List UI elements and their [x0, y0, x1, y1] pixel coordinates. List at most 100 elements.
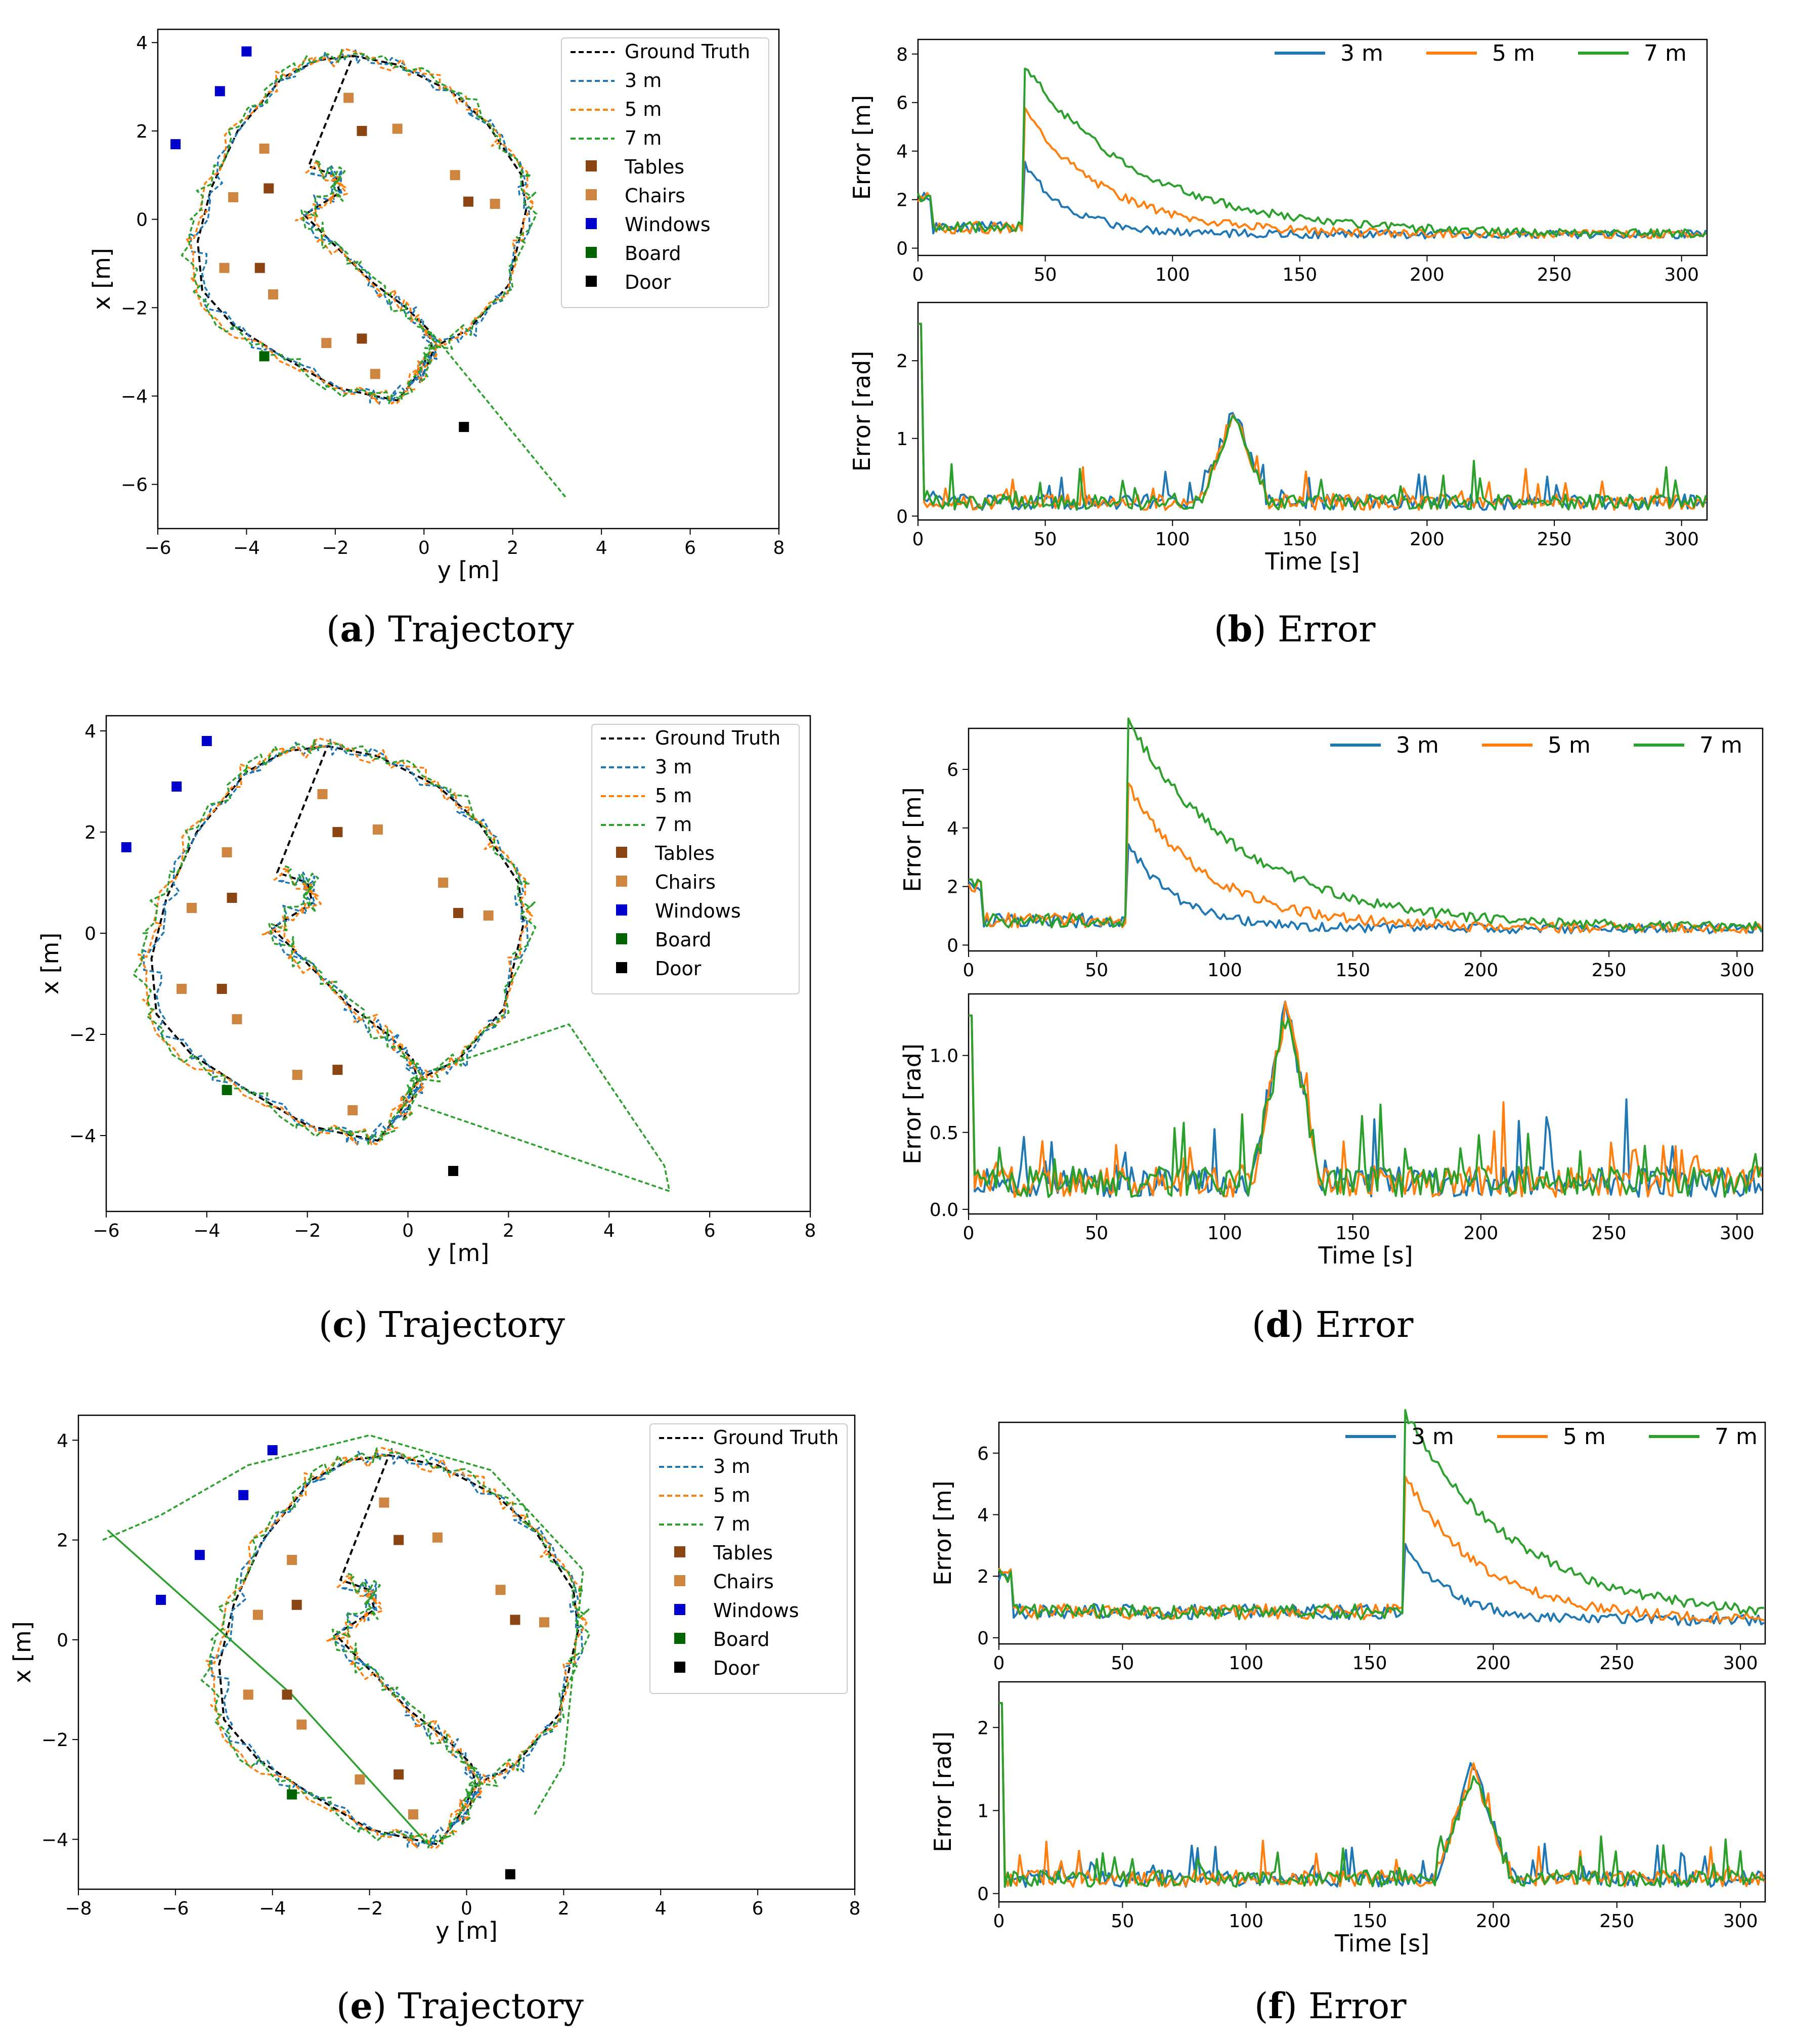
y-tick-label: 4 — [57, 1430, 68, 1451]
ground-truth-path — [196, 55, 527, 402]
landmark-chairs — [296, 1719, 307, 1730]
y-tick-label: −4 — [69, 1126, 96, 1147]
landmark-chairs — [372, 824, 383, 835]
legend-marker — [616, 933, 627, 944]
x-tick-label: 150 — [1352, 1653, 1387, 1674]
landmark-door — [448, 1166, 459, 1176]
estimate-path — [210, 1448, 583, 1849]
legend-label: 7 m — [1699, 732, 1742, 758]
legend-label: 7 m — [1644, 40, 1687, 66]
y-tick-label: 4 — [947, 818, 958, 839]
x-tick-label: 200 — [1410, 265, 1445, 285]
y-tick-label: −2 — [41, 1730, 68, 1751]
x-tick-label: 2 — [507, 538, 518, 558]
legend-box — [561, 37, 769, 308]
y-tick-label: −6 — [121, 475, 148, 496]
y-axis-label: Error [rad] — [899, 1043, 926, 1164]
x-tick-label: −4 — [193, 1221, 220, 1241]
y-tick-label: 2 — [947, 877, 958, 898]
legend-marker — [586, 247, 597, 258]
series-3m-line — [917, 160, 1707, 240]
landmark-windows — [171, 781, 182, 792]
y-tick-label: 8 — [896, 45, 908, 65]
y-tick-label: −4 — [121, 386, 148, 407]
svg-text:(c) Trajectory: (c) Trajectory — [319, 1303, 565, 1345]
x-axis-label: y [m] — [438, 556, 500, 584]
series-7m-line — [968, 717, 1763, 932]
x-tick-label: 0 — [912, 265, 924, 285]
x-tick-label: 100 — [1229, 1653, 1263, 1674]
caption-e-letter: e — [350, 1985, 373, 2027]
legend-marker — [674, 1662, 685, 1673]
landmark-tables — [332, 1065, 343, 1075]
y-axis-label: Error [m] — [899, 787, 926, 892]
x-tick-label: 0 — [912, 529, 924, 550]
legend-label: Chairs — [655, 871, 716, 893]
chart-c: −6 −4 −2 0 2 4 6 8 4 2 0 −2 −4 y [m] x [m] Ground Truth… — [36, 715, 816, 1267]
legend-label: Windows — [655, 900, 741, 922]
landmark-tables — [254, 263, 265, 273]
y-tick-label: 2 — [977, 1718, 989, 1738]
legend-label: Tables — [713, 1542, 773, 1564]
chart-b1: 0 50 100 150 200 250 300 0 2 4 6 8 Error [m] 3 m 5 m 7 … — [848, 38, 1708, 285]
x-tick-label: −2 — [322, 538, 348, 558]
y-tick-label: 2 — [896, 190, 908, 211]
landmark-tables — [291, 1599, 302, 1610]
x-tick-label: 200 — [1476, 1911, 1511, 1932]
y-tick-label: 6 — [896, 93, 908, 114]
estimate-inner-path — [331, 1579, 482, 1825]
landmark-chairs — [317, 789, 328, 799]
legend-label: 5 m — [655, 785, 692, 807]
legend-marker — [586, 160, 597, 171]
y-axis-label: Error [rad] — [929, 1731, 956, 1852]
caption-d: (d) Error — [1252, 1303, 1414, 1345]
plots-layer: −6 −4 −2 0 2 4 6 8 4 2 0 −2 −4 −6 y [m] x [m] Ground Tru… — [9, 28, 1766, 1957]
plot-frame — [968, 993, 1764, 1215]
estimate-inner-path — [300, 165, 438, 383]
y-axis-label: Error [m] — [848, 95, 876, 200]
estimate-path — [200, 1447, 591, 1849]
caption-c-text: Trajectory — [368, 1304, 565, 1345]
x-tick-label: 250 — [1537, 265, 1572, 285]
landmark-chairs — [355, 1774, 365, 1785]
x-tick-label: −6 — [162, 1898, 189, 1919]
caption-d-letter: d — [1265, 1303, 1290, 1345]
landmark-chairs — [379, 1497, 389, 1508]
estimate-path — [132, 738, 537, 1145]
x-tick-label: 250 — [1599, 1911, 1634, 1932]
legend-marker — [674, 1575, 685, 1586]
x-tick-label: 200 — [1410, 529, 1445, 550]
landmark-windows — [238, 1490, 249, 1500]
caption-e: (e) Trajectory — [336, 1985, 584, 2027]
x-tick-label: 300 — [1664, 265, 1699, 285]
x-tick-label: 300 — [1723, 1911, 1758, 1932]
legend-label: Door — [713, 1657, 760, 1679]
y-axis-label: Error [rad] — [848, 351, 876, 472]
plot-frame — [968, 727, 1764, 952]
estimate-7m-outer-path — [102, 1434, 584, 1815]
landmark-tables — [282, 1689, 292, 1700]
landmark-board — [222, 1085, 232, 1095]
estimate-path — [143, 738, 529, 1146]
y-tick-label: 0 — [896, 239, 908, 259]
x-tick-label: 300 — [1664, 529, 1699, 550]
legend-marker — [674, 1604, 685, 1615]
landmark-chairs — [232, 1014, 242, 1024]
landmark-chairs — [343, 93, 354, 103]
estimate-path — [137, 737, 534, 1145]
x-tick-label: 50 — [1111, 1653, 1134, 1674]
series-5m-line — [999, 1702, 1765, 1888]
x-tick-label: 0 — [418, 538, 430, 558]
chart-f2: 0 50 100 150 200 250 300 0 1 2 Time [s] Error [rad] — [929, 1681, 1766, 1957]
x-tick-label: 6 — [752, 1898, 764, 1919]
landmark-chairs — [219, 263, 230, 273]
series-7m-line — [998, 1409, 1765, 1621]
x-tick-label: 200 — [1464, 1223, 1499, 1244]
landmark-chairs — [222, 847, 232, 857]
estimate-inner-path — [268, 865, 425, 1121]
caption-f-letter: f — [1268, 1985, 1285, 2027]
y-tick-label: 1 — [977, 1801, 989, 1821]
landmark-chairs — [490, 199, 500, 209]
estimate-7m-outlier — [432, 333, 567, 499]
caption-c: (c) Trajectory — [319, 1303, 565, 1345]
